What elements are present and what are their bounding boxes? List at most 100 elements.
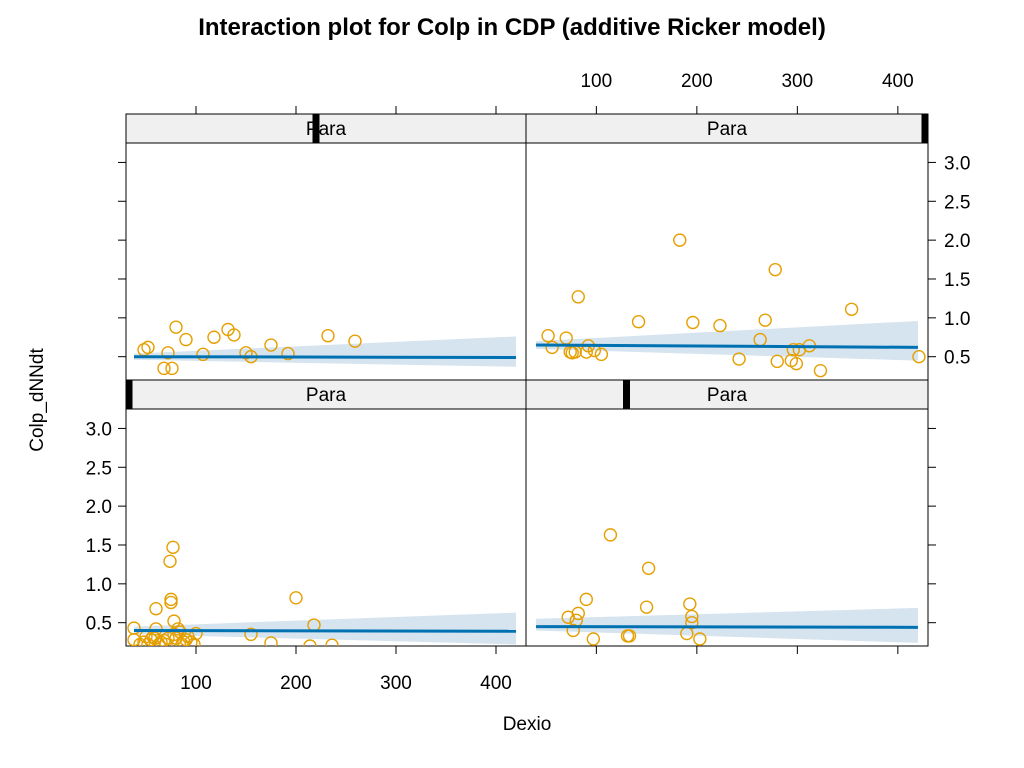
y-axis-label: Colp_dNNdt: [27, 348, 48, 452]
panel-top-right: Para: [525, 113, 929, 381]
data-point: [686, 315, 700, 330]
data-point: [289, 591, 303, 605]
y-tick-label: 0.5: [86, 614, 112, 635]
x-tick-label: 400: [882, 71, 914, 92]
data-point: [579, 592, 593, 607]
data-point: [622, 629, 637, 643]
data-point: [207, 330, 221, 344]
data-point: [732, 352, 746, 366]
y-tick-label: 3.0: [944, 153, 970, 174]
data-point: [768, 262, 782, 277]
data-point: [196, 347, 210, 362]
strip-level-marker: [312, 114, 320, 143]
x-tick-label: 200: [681, 71, 713, 92]
data-point: [149, 622, 163, 636]
y-tick-label: 2.0: [944, 231, 970, 252]
data-point: [149, 602, 163, 616]
y-tick-label: 2.5: [86, 458, 112, 479]
x-tick-label: 100: [580, 71, 612, 92]
data-point: [912, 349, 926, 364]
x-tick-label: 300: [380, 673, 412, 694]
strip-background: [125, 379, 527, 410]
data-point: [189, 626, 203, 641]
strip-level-marker: [125, 380, 133, 409]
data-point: [673, 233, 687, 247]
x-tick-label: 400: [480, 673, 512, 694]
fit-line: [133, 355, 517, 359]
data-point: [566, 623, 580, 638]
strip-label: Para: [707, 119, 748, 140]
data-point: [187, 637, 201, 646]
strip-label: Para: [306, 119, 347, 140]
fit-line: [536, 625, 918, 629]
data-point: [264, 636, 278, 646]
x-axis-label: Dexio: [503, 714, 552, 735]
panel-top-left: Para: [125, 113, 527, 381]
y-tick-label: 1.5: [86, 536, 112, 557]
points-group: [561, 528, 707, 646]
chart-title: Interaction plot for Colp in CDP (additi…: [198, 14, 826, 41]
data-point: [541, 329, 555, 343]
confidence-band: [536, 607, 918, 643]
data-point: [179, 332, 193, 347]
data-point: [281, 346, 295, 361]
data-point: [164, 592, 178, 607]
data-point: [264, 338, 278, 352]
data-point: [141, 340, 155, 355]
data-point: [159, 637, 173, 646]
data-point: [169, 320, 183, 334]
data-point: [693, 632, 707, 646]
data-point: [685, 609, 699, 624]
x-tick-label: 100: [180, 673, 212, 694]
data-point: [571, 290, 585, 304]
data-point: [594, 347, 609, 362]
y-tick-label: 1.0: [944, 309, 970, 330]
strip-label: Para: [707, 385, 748, 406]
data-point: [545, 340, 559, 355]
data-point: [321, 329, 335, 343]
fit-line: [133, 628, 517, 633]
data-point: [685, 615, 699, 630]
y-tick-label: 2.0: [86, 497, 112, 518]
data-point: [166, 540, 180, 555]
panels-group: Para Para Para Para 100 100 200 200 300 300 400 400…: [86, 71, 971, 694]
y-tick-label: 1.5: [944, 270, 970, 291]
points-group: [137, 320, 362, 376]
panel-bottom-left: Para: [125, 379, 527, 647]
confidence-band: [134, 612, 516, 645]
y-tick-label: 3.0: [86, 419, 112, 440]
data-point: [164, 595, 178, 610]
confidence-band: [536, 320, 918, 361]
x-tick-label: 300: [781, 71, 813, 92]
data-point: [641, 561, 656, 575]
strip-level-marker: [921, 114, 929, 143]
data-point: [167, 614, 181, 628]
data-point: [786, 342, 801, 357]
data-point: [844, 302, 859, 316]
data-point: [758, 313, 772, 327]
data-point: [244, 627, 258, 642]
data-point: [325, 638, 339, 646]
strip-label: Para: [306, 385, 347, 406]
data-point: [813, 363, 828, 378]
data-point: [683, 597, 697, 611]
data-point: [713, 318, 727, 333]
data-point: [770, 354, 784, 369]
y-tick-label: 0.5: [944, 348, 970, 369]
axes-group: 100 100 200 200 300 300 400 400 0.5 0.5 1.0 1.0 1.5 1…: [86, 71, 971, 694]
data-point: [161, 346, 175, 360]
data-point: [157, 361, 171, 376]
data-point: [163, 554, 177, 569]
y-tick-label: 1.0: [86, 575, 112, 596]
confidence-band: [134, 336, 516, 367]
x-tick-label: 200: [280, 673, 312, 694]
data-point: [303, 639, 317, 646]
strip-level-marker: [623, 380, 630, 409]
data-point: [586, 632, 601, 646]
data-point: [639, 600, 654, 614]
data-point: [631, 315, 646, 329]
panel-bottom-right: Para: [525, 379, 929, 647]
data-point: [571, 606, 585, 621]
data-point: [227, 328, 241, 342]
